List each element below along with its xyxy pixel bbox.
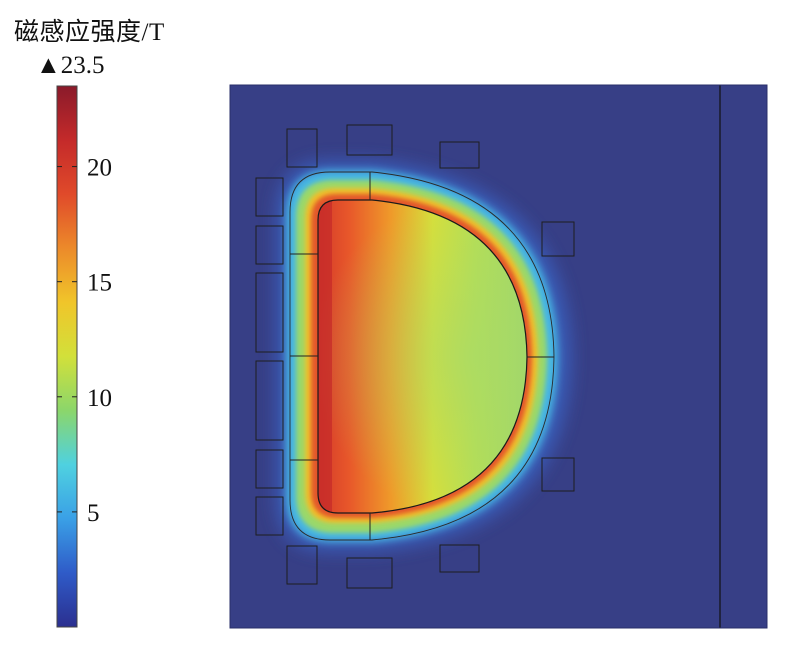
coil: [541, 221, 575, 257]
coil: [255, 272, 284, 353]
colorbar-max-label: ▲23.5: [36, 52, 105, 79]
colorbar-gradient: [56, 85, 78, 628]
coil: [255, 177, 284, 217]
coil: [439, 544, 480, 573]
plot-frame: [229, 84, 768, 629]
plasma-inner-edge: [318, 200, 332, 513]
colorbar-tick-label: 5: [87, 500, 100, 527]
colorbar-tick-label: 10: [87, 385, 112, 412]
vacuum-vessel-outline: [289, 171, 555, 541]
colorbar-tick-label: 15: [87, 270, 112, 297]
coil: [255, 496, 284, 536]
coil: [286, 128, 318, 168]
vessel-segment-lines: [290, 172, 554, 540]
coil: [346, 124, 393, 156]
colorbar-title: 磁感应强度/T: [14, 19, 165, 46]
colorbar-tick-label: 20: [87, 155, 112, 182]
coil: [255, 225, 284, 265]
plasma-boundary: [317, 199, 528, 514]
coil: [255, 449, 284, 489]
coil: [439, 141, 480, 169]
coils: [255, 124, 575, 589]
coil: [255, 360, 284, 441]
coil: [541, 457, 575, 492]
coil: [286, 545, 318, 585]
coil: [346, 557, 393, 589]
